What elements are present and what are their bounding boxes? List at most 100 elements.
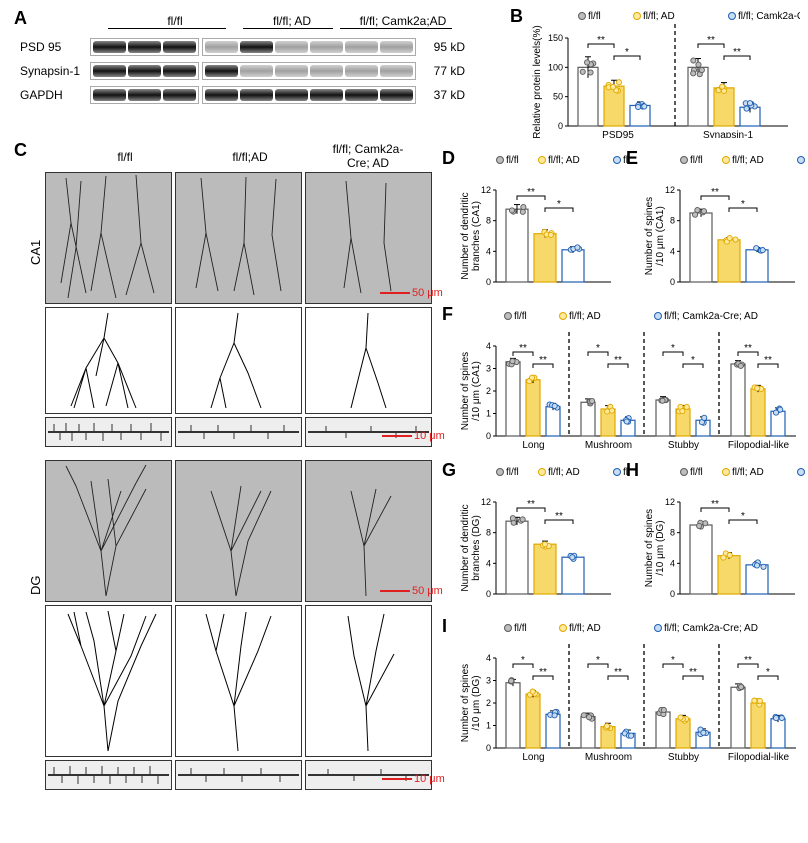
- colC-1: fl/fl: [65, 150, 185, 164]
- svg-text:Stubby: Stubby: [668, 752, 699, 763]
- svg-text:fl/fl; AD: fl/fl; AD: [548, 467, 580, 478]
- svg-text:**: **: [614, 667, 622, 678]
- chart-I: fl/flfl/fl; ADfl/fl; Camk2a-Cre; AD01234…: [448, 620, 804, 770]
- svg-text:*: *: [625, 47, 629, 58]
- wb-row-syn: Synapsin-1 77 kD: [20, 62, 465, 80]
- svg-text:Number of spines: Number of spines: [460, 664, 471, 742]
- wb-head-g3: fl/fl; Camk2a;AD: [338, 14, 468, 28]
- svg-text:**: **: [614, 355, 622, 366]
- micro-dg-g2: [175, 460, 302, 602]
- svg-text:8: 8: [486, 528, 491, 538]
- trace-dg-g1: [45, 605, 172, 757]
- svg-text:**: **: [555, 511, 563, 522]
- svg-text:8: 8: [670, 528, 675, 538]
- svg-text:fl/fl; Camk2a-Cre; AD: fl/fl; Camk2a-Cre; AD: [664, 623, 758, 634]
- colC-3: fl/fl; Camk2a- Cre; AD: [308, 142, 428, 170]
- svg-text:**: **: [597, 35, 605, 46]
- svg-text:Number of spines: Number of spines: [644, 509, 655, 587]
- svg-text:4: 4: [670, 246, 675, 256]
- svg-text:branches (CA1): branches (CA1): [471, 201, 482, 271]
- scale-ca1-50: 50 μm: [380, 287, 443, 299]
- svg-text:fl/fl; Camk2a-Cre; AD: fl/fl; Camk2a-Cre; AD: [664, 311, 758, 322]
- svg-text:Number of spines: Number of spines: [644, 197, 655, 275]
- micro-ca1-g3: [305, 172, 432, 304]
- svg-text:*: *: [521, 655, 525, 666]
- svg-text:Stubby: Stubby: [668, 440, 699, 451]
- svg-text:1: 1: [486, 721, 491, 731]
- chart-F: fl/flfl/fl; ADfl/fl; Camk2a-Cre; AD01234…: [448, 308, 804, 458]
- svg-text:**: **: [711, 187, 719, 198]
- svg-text:**: **: [764, 355, 772, 366]
- chart-H: fl/flfl/fl; ADfl/fl; Camk2a-Cre; AD04812…: [632, 464, 807, 614]
- svg-text:/10 μm (DG): /10 μm (DG): [471, 675, 482, 730]
- label-A: A: [14, 8, 27, 29]
- trace-dg-g2: [175, 605, 302, 757]
- svg-text:4: 4: [486, 558, 491, 568]
- svg-text:Long: Long: [522, 752, 544, 763]
- svg-text:0: 0: [670, 277, 675, 287]
- micro-dg-g3: [305, 460, 432, 602]
- svg-text:fl/fl; Camk2a-Cre; AD: fl/fl; Camk2a-Cre; AD: [738, 11, 800, 22]
- wb-rule-3: [340, 28, 452, 29]
- svg-text:PSD95: PSD95: [602, 130, 634, 138]
- wb-rule-1: [108, 28, 226, 29]
- wb-kd-psd95: 95 kD: [419, 40, 465, 54]
- svg-text:12: 12: [481, 497, 491, 507]
- wb-label-gapdh: GAPDH: [20, 88, 90, 102]
- spine-dg-g2: [175, 760, 302, 790]
- wb-kd-syn: 77 kD: [419, 64, 465, 78]
- svg-text:fl/fl; AD: fl/fl; AD: [643, 11, 675, 22]
- svg-text:1: 1: [486, 409, 491, 419]
- svg-text:Filopodial-like: Filopodial-like: [728, 440, 790, 451]
- svg-text:**: **: [707, 35, 715, 46]
- svg-text:12: 12: [665, 185, 675, 195]
- scale-dg-50: 50 μm: [380, 585, 443, 597]
- svg-text:fl/fl: fl/fl: [514, 623, 527, 634]
- svg-text:12: 12: [665, 497, 675, 507]
- svg-text:fl/fl; AD: fl/fl; AD: [732, 155, 764, 166]
- scale-ca1-10: 10 μm: [382, 430, 445, 442]
- svg-text:*: *: [557, 199, 561, 210]
- svg-text:8: 8: [486, 216, 491, 226]
- trace-ca1-g2: [175, 307, 302, 414]
- svg-text:12: 12: [481, 185, 491, 195]
- chart-B: fl/flfl/fl; ADfl/fl; Camk2a-Cre; AD05010…: [520, 8, 800, 138]
- svg-text:100: 100: [548, 62, 563, 72]
- rowC-DG: DG: [28, 576, 43, 596]
- svg-text:Filopodial-like: Filopodial-like: [728, 752, 790, 763]
- svg-text:Mushroom: Mushroom: [585, 440, 632, 451]
- wb-head-g2: fl/fl; AD: [247, 14, 337, 28]
- svg-text:fl/fl: fl/fl: [506, 155, 519, 166]
- figure: A fl/fl fl/fl; AD fl/fl; Camk2a;AD PSD 9…: [0, 0, 808, 843]
- svg-text:/10 μm (CA1): /10 μm (CA1): [471, 361, 482, 421]
- svg-text:fl/fl; AD: fl/fl; AD: [732, 467, 764, 478]
- svg-text:*: *: [691, 355, 695, 366]
- svg-text:Relative protein levels(%): Relative protein levels(%): [532, 25, 543, 138]
- svg-text:fl/fl; AD: fl/fl; AD: [548, 155, 580, 166]
- spine-dg-g1: [45, 760, 172, 790]
- svg-text:**: **: [689, 667, 697, 678]
- svg-text:**: **: [711, 499, 719, 510]
- svg-text:4: 4: [486, 341, 491, 351]
- svg-text:0: 0: [486, 431, 491, 441]
- spine-ca1-g2: [175, 417, 302, 447]
- svg-text:0: 0: [486, 277, 491, 287]
- wb-head-g1: fl/fl: [120, 14, 230, 28]
- micro-ca1-g1: [45, 172, 172, 304]
- svg-text:**: **: [527, 187, 535, 198]
- trace-ca1-g3: [305, 307, 432, 414]
- wb-label-psd95: PSD 95: [20, 40, 90, 54]
- svg-text:2: 2: [486, 698, 491, 708]
- micro-dg-g1: [45, 460, 172, 602]
- svg-text:3: 3: [486, 676, 491, 686]
- svg-text:0: 0: [558, 121, 563, 131]
- svg-text:fl/fl: fl/fl: [506, 467, 519, 478]
- svg-text:0: 0: [486, 589, 491, 599]
- svg-text:**: **: [733, 47, 741, 58]
- svg-text:4: 4: [670, 558, 675, 568]
- micro-ca1-g2: [175, 172, 302, 304]
- svg-text:Synapsin-1: Synapsin-1: [703, 130, 753, 138]
- svg-text:*: *: [766, 667, 770, 678]
- svg-text:4: 4: [486, 653, 491, 663]
- svg-text:3: 3: [486, 364, 491, 374]
